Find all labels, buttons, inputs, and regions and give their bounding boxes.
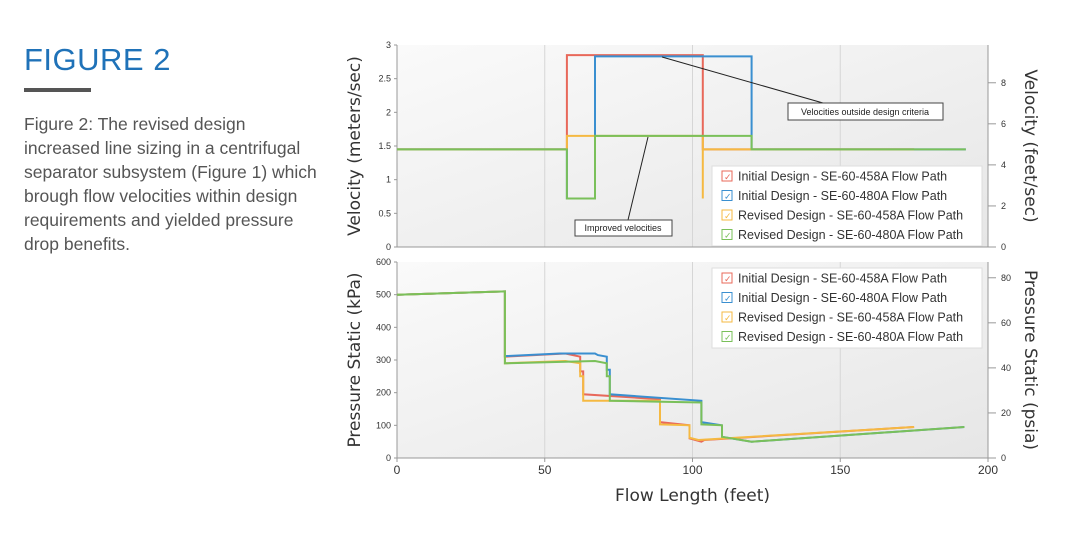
y-tick-label: 600	[376, 257, 391, 267]
figure-caption: Figure 2: The revised design increased l…	[24, 114, 317, 254]
check-icon: ✓	[724, 172, 732, 182]
y-right-tick-label: 2	[1001, 201, 1006, 211]
legend	[711, 165, 983, 247]
title-divider	[24, 88, 91, 92]
y-right-tick-label: 8	[1001, 78, 1006, 88]
legend-checkbox	[721, 272, 733, 284]
y-right-tick-label: 40	[1001, 363, 1011, 373]
y-right-tick-label: 80	[1001, 273, 1011, 283]
y-tick-label: 400	[376, 322, 391, 332]
y-tick-label: 1	[386, 175, 391, 185]
y-axis-title: Velocity (meters/sec)	[345, 56, 365, 236]
legend-label: Initial Design - SE-60-480A Flow Path	[738, 189, 947, 203]
y-right-tick-label: 0	[1001, 453, 1006, 463]
y-axis-right-title: Pressure Static (psia)	[1020, 270, 1040, 450]
legend-label: Revised Design - SE-60-480A Flow Path	[738, 228, 963, 242]
annotation-pointer	[627, 136, 649, 221]
legend-label: Initial Design - SE-60-458A Flow Path	[738, 272, 947, 286]
annotation-box	[787, 102, 944, 121]
annotation-label: Velocities outside design criteria	[801, 107, 929, 117]
check-icon: ✓	[724, 231, 732, 241]
legend-label: Revised Design - SE-60-480A Flow Path	[738, 330, 963, 344]
legend-label: Initial Design - SE-60-480A Flow Path	[738, 291, 947, 305]
y-tick-label: 0	[386, 453, 391, 463]
y-tick-label: 1.5	[378, 141, 391, 151]
check-icon: ✓	[724, 192, 732, 202]
check-icon: ✓	[724, 313, 732, 323]
legend-label: Revised Design - SE-60-458A Flow Path	[738, 209, 963, 223]
x-tick-label: 100	[682, 463, 702, 477]
y-tick-label: 200	[376, 388, 391, 398]
y-tick-label: 0.5	[378, 208, 391, 218]
x-tick-label: 0	[394, 463, 401, 477]
y-right-tick-label: 0	[1001, 242, 1006, 252]
check-icon: ✓	[724, 294, 732, 304]
y-tick-label: 500	[376, 290, 391, 300]
y-axis-title: Pressure Static (kPa)	[345, 272, 365, 447]
y-tick-label: 0	[386, 242, 391, 252]
annotation-pointer	[661, 56, 824, 104]
check-icon: ✓	[724, 274, 732, 284]
legend-checkbox	[721, 292, 733, 303]
check-icon: ✓	[724, 333, 732, 343]
legend-label: Initial Design - SE-60-458A Flow Path	[738, 170, 947, 184]
legend-checkbox	[721, 190, 733, 201]
legend-checkbox	[721, 209, 733, 221]
series-line-green	[396, 290, 965, 443]
x-axis-title: Flow Length (feet)	[615, 486, 770, 506]
y-tick-label: 2	[386, 107, 391, 117]
y-tick-label: 300	[376, 355, 391, 365]
x-tick-label: 200	[978, 463, 998, 477]
annotation-box	[574, 219, 673, 237]
legend-checkbox	[721, 311, 733, 323]
y-right-tick-label: 20	[1001, 408, 1011, 418]
y-right-tick-label: 6	[1001, 119, 1006, 129]
series-line-green	[397, 134, 966, 200]
figure-title: FIGURE 2	[24, 42, 171, 77]
legend-checkbox	[721, 170, 733, 182]
legend-label: Revised Design - SE-60-458A Flow Path	[738, 311, 963, 325]
y-tick-label: 100	[376, 420, 391, 430]
check-icon: ✓	[724, 211, 732, 221]
x-tick-label: 50	[538, 463, 552, 477]
y-right-tick-label: 60	[1001, 318, 1011, 328]
y-axis-right-title: Velocity (feet/sec)	[1020, 69, 1040, 222]
legend	[711, 267, 983, 349]
legend-checkbox	[721, 331, 733, 342]
y-tick-label: 2.5	[378, 74, 391, 84]
x-tick-label: 150	[830, 463, 850, 477]
annotation-label: Improved velocities	[584, 223, 662, 233]
y-right-tick-label: 4	[1001, 160, 1006, 170]
legend-checkbox	[721, 229, 733, 240]
y-tick-label: 3	[386, 40, 391, 50]
